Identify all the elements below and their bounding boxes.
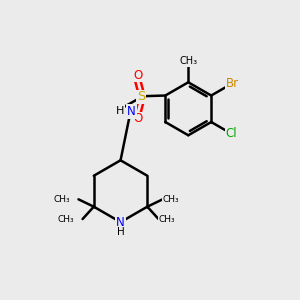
Text: O: O	[133, 69, 142, 82]
Text: H: H	[117, 226, 124, 237]
Text: H: H	[116, 106, 124, 116]
Text: CH₃: CH₃	[179, 56, 197, 66]
Text: O: O	[133, 112, 142, 125]
Text: CH₃: CH₃	[54, 195, 70, 204]
Text: CH₃: CH₃	[163, 195, 179, 204]
Text: CH₃: CH₃	[58, 214, 74, 224]
Text: Cl: Cl	[226, 127, 237, 140]
Text: Br: Br	[226, 77, 239, 90]
Text: CH₃: CH₃	[158, 214, 175, 224]
Text: N: N	[127, 105, 136, 118]
Text: S: S	[137, 91, 146, 103]
Text: N: N	[116, 216, 125, 229]
